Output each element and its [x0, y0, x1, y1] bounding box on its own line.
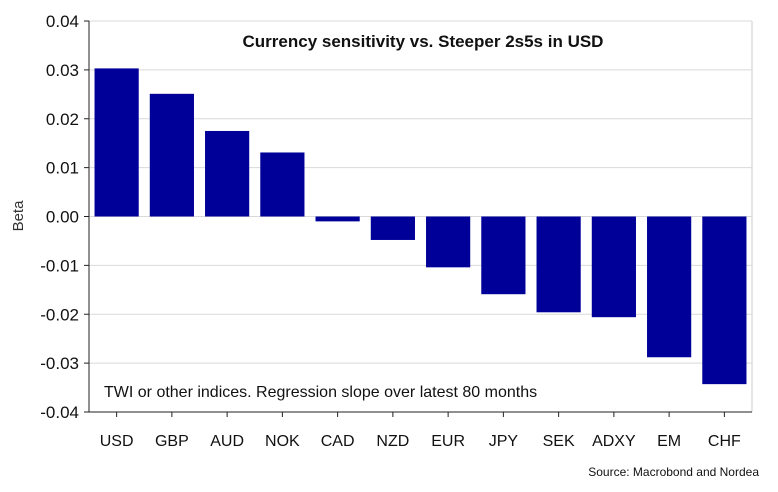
y-tick-label: 0.01 — [46, 159, 79, 178]
x-tick-label: NOK — [265, 433, 300, 450]
bar-nok — [260, 152, 305, 217]
x-tick-label: JPY — [489, 433, 519, 450]
x-tick-label: NZD — [376, 433, 409, 450]
bar-em — [647, 216, 692, 358]
y-tick-label: -0.04 — [40, 403, 79, 422]
bar-nzd — [370, 216, 415, 240]
x-tick-label: CAD — [321, 433, 355, 450]
y-tick-label: 0.00 — [46, 208, 79, 227]
x-tick-label: EM — [657, 433, 681, 450]
y-tick-label: 0.04 — [46, 12, 79, 31]
x-tick-label: USD — [100, 433, 134, 450]
bar-aud — [205, 130, 250, 217]
y-tick-label: -0.02 — [40, 305, 79, 324]
bar-gbp — [149, 93, 194, 217]
y-axis-label: Beta — [10, 200, 27, 232]
bar-usd — [94, 68, 139, 217]
x-tick-label: AUD — [210, 433, 244, 450]
source-note: Source: Macrobond and Nordea — [588, 465, 759, 479]
x-tick-label: SEK — [543, 433, 575, 450]
bar-chf — [702, 216, 747, 385]
y-tick-label: -0.01 — [40, 256, 79, 275]
y-tick-labels: 0.04 0.03 0.02 0.01 0.00 -0.01 -0.02 -0.03 -0.04 — [40, 12, 89, 422]
chart-annotation: TWI or other indices. Regression slope o… — [104, 384, 537, 401]
bar-adxy — [591, 216, 636, 318]
bar-jpy — [481, 216, 526, 295]
bar-sek — [536, 216, 581, 313]
x-tick-label: GBP — [155, 433, 189, 450]
x-tick-label: EUR — [431, 433, 465, 450]
x-tick-label: ADXY — [592, 433, 636, 450]
bar-cad — [315, 216, 360, 222]
bars — [94, 68, 747, 385]
y-tick-label: -0.03 — [40, 354, 79, 373]
x-tick-labels: USD GBP AUD NOK CAD NZD EUR JPY SEK ADXY EM CHF — [100, 412, 741, 450]
x-tick-label: CHF — [708, 433, 741, 450]
bar-eur — [426, 216, 471, 268]
y-tick-label: 0.02 — [46, 110, 79, 129]
y-tick-label: 0.03 — [46, 61, 79, 80]
chart-title: Currency sensitivity vs. Steeper 2s5s in… — [243, 32, 604, 51]
